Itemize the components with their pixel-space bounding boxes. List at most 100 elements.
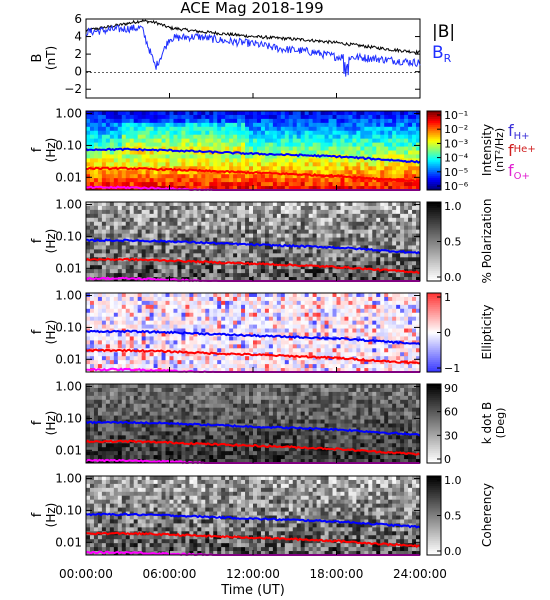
intensity-cell	[141, 158, 147, 163]
intensity-cell	[356, 134, 361, 140]
polarization-cell	[201, 277, 206, 282]
polarization-cell	[292, 217, 298, 223]
polarization-cell	[296, 257, 302, 262]
intensity-cell	[249, 134, 254, 140]
polarization-cell	[320, 253, 325, 258]
polarization-cell	[197, 217, 202, 223]
polarization-cell	[229, 265, 234, 270]
ellipticity-cell	[209, 368, 214, 373]
ellipticity-cell	[229, 312, 234, 318]
ellipticity-cell	[113, 296, 119, 302]
polarization-cell	[217, 237, 222, 242]
ellipticity-cell	[129, 312, 135, 318]
polarization-cell	[177, 273, 182, 278]
polarization-cell	[165, 202, 170, 207]
intensity-cell	[388, 170, 393, 175]
polarization-cell	[308, 249, 314, 254]
intensity-cell	[245, 142, 250, 147]
polarization-cell	[121, 225, 127, 231]
intensity-cell	[400, 122, 405, 128]
polarization-cell	[241, 209, 246, 215]
intensity-cell	[197, 126, 202, 132]
ellipticity-cell	[185, 348, 190, 353]
intensity-cell	[157, 142, 162, 147]
intensity-cell	[300, 130, 306, 136]
polarization-cell	[404, 277, 409, 282]
ellipticity-cell	[149, 364, 154, 369]
intensity-cell	[177, 150, 182, 155]
intensity-cell	[161, 174, 166, 179]
intensity-cell	[380, 114, 385, 120]
intensity-cell	[396, 134, 401, 140]
ellipticity-cell	[288, 296, 294, 302]
intensity-cell	[416, 134, 421, 140]
polarization-cell	[360, 213, 365, 219]
intensity-cell	[193, 130, 198, 136]
intensity-cell	[340, 150, 345, 155]
intensity-cell	[165, 130, 170, 136]
ellipticity-cell	[173, 336, 178, 341]
polarization-cell	[352, 209, 357, 215]
ellipticity-cell	[225, 344, 230, 349]
polarization-cell	[296, 229, 302, 234]
polarization-cell	[404, 241, 409, 246]
ellipticity-cell	[316, 360, 321, 365]
polarization-cell	[209, 257, 214, 262]
polarization-cell	[97, 269, 103, 274]
intensity-cell	[412, 146, 417, 151]
polarization-cell	[408, 261, 413, 266]
intensity-cell	[129, 122, 135, 128]
intensity-cell	[213, 114, 218, 120]
ellipticity-cell	[217, 348, 222, 353]
intensity-cell	[348, 182, 353, 187]
ellipticity-cell	[197, 308, 202, 314]
polarization-cell	[113, 229, 119, 234]
ellipticity-cell	[201, 360, 206, 365]
intensity-cell	[384, 162, 389, 167]
intensity-cell	[125, 178, 131, 183]
intensity-cell	[193, 138, 198, 143]
polarization-cell	[93, 253, 99, 258]
polarization-cell	[292, 241, 298, 246]
ellipticity-cell	[205, 296, 210, 302]
polarization-cell	[189, 249, 194, 254]
polarization-cell	[217, 253, 222, 258]
ellipticity-cell	[181, 348, 186, 353]
polarization-cell	[221, 202, 226, 207]
polarization-cell	[348, 213, 353, 219]
polarization-cbar-swatch	[427, 275, 441, 278]
intensity-cell	[392, 126, 397, 132]
intensity-cell	[173, 111, 178, 116]
intensity-cell	[352, 122, 357, 128]
ellipticity-cell	[364, 324, 369, 329]
polarization-cell	[193, 269, 198, 274]
polarization-cell	[221, 249, 226, 254]
polarization-line-fH+	[86, 238, 421, 255]
polarization-cell	[217, 265, 222, 270]
intensity-cell	[181, 162, 186, 167]
ellipticity-cell	[332, 348, 337, 353]
polarization-cell	[300, 213, 306, 219]
intensity-cell	[213, 111, 218, 116]
intensity-cell	[213, 186, 218, 191]
polarization-cell	[185, 233, 190, 238]
ellipticity-cell	[284, 296, 290, 302]
intensity-cell	[404, 170, 409, 175]
intensity-cell	[272, 118, 278, 124]
ellipticity-cell	[253, 364, 258, 369]
ellipticity-cell	[181, 352, 186, 357]
polarization-cbar-swatch	[427, 221, 441, 225]
ellipticity-cell	[360, 312, 365, 318]
polarization-cell	[197, 221, 202, 227]
intensity-cell	[129, 162, 135, 167]
polarization-cell	[109, 217, 115, 223]
polarization-cell	[197, 205, 202, 211]
ellipticity-cell	[197, 336, 202, 341]
ellipticity-cell	[221, 308, 226, 314]
intensity-cell	[245, 111, 250, 116]
polarization-cell	[201, 202, 206, 207]
ellipticity-cell	[193, 344, 198, 349]
ellipticity-cell	[368, 304, 373, 310]
polarization-cell	[229, 209, 234, 215]
polarization-cell	[149, 261, 154, 266]
